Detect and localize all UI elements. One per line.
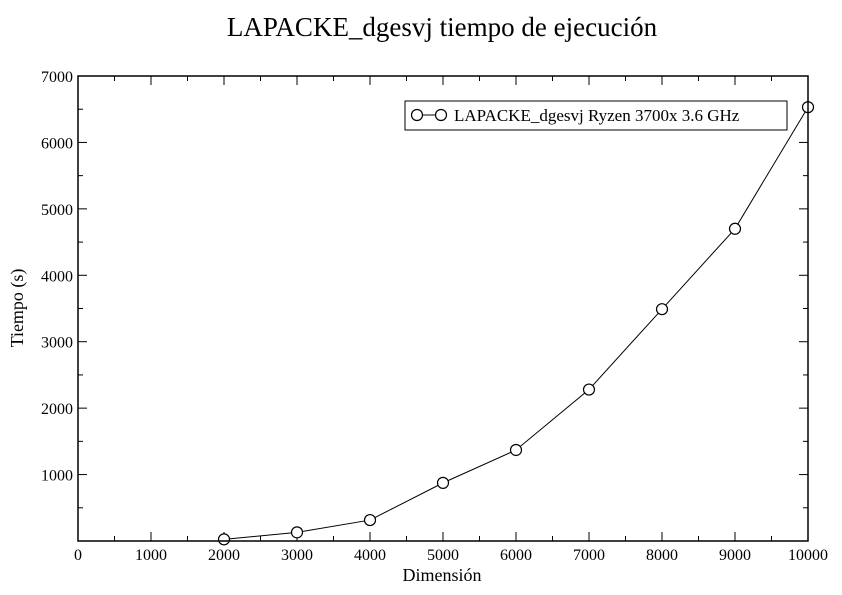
y-tick-label: 6000 bbox=[41, 135, 73, 152]
data-point bbox=[290, 526, 304, 539]
legend: LAPACKE_dgesvj Ryzen 3700x 3.6 GHz bbox=[404, 100, 788, 131]
x-tick-label: 0 bbox=[74, 547, 82, 564]
data-point bbox=[363, 513, 377, 527]
legend-marker-left bbox=[410, 108, 424, 122]
legend-box bbox=[404, 100, 788, 131]
y-tick-label: 1000 bbox=[41, 468, 73, 485]
x-tick-label: 7000 bbox=[573, 547, 605, 564]
y-tick-label: 3000 bbox=[41, 335, 73, 352]
y-tick-label: 7000 bbox=[41, 69, 73, 86]
data-point bbox=[582, 383, 596, 396]
data-point bbox=[217, 533, 231, 546]
x-tick-label: 9000 bbox=[719, 547, 751, 564]
x-tick-label: 2000 bbox=[208, 547, 240, 564]
plot-frame bbox=[77, 75, 809, 542]
y-tick-label: 4000 bbox=[41, 268, 73, 285]
series-group bbox=[217, 101, 815, 546]
x-tick-label: 1000 bbox=[135, 547, 167, 564]
x-axis-label: Dimensión bbox=[403, 565, 482, 585]
series-line bbox=[223, 106, 809, 540]
x-tick-label: 3000 bbox=[281, 547, 313, 564]
data-point bbox=[728, 222, 742, 235]
x-tick-label: 6000 bbox=[500, 547, 532, 564]
legend-marker-right bbox=[434, 108, 448, 122]
data-point bbox=[509, 443, 523, 457]
chart-title: LAPACKE_dgesvj tiempo de ejecución bbox=[227, 12, 658, 42]
y-tick-label: 2000 bbox=[41, 401, 73, 418]
x-tick-label: 5000 bbox=[427, 547, 459, 564]
legend-label: LAPACKE_dgesvj Ryzen 3700x 3.6 GHz bbox=[454, 106, 740, 125]
x-tick-label: 4000 bbox=[354, 547, 386, 564]
x-tick-label: 8000 bbox=[646, 547, 678, 564]
data-point bbox=[655, 303, 669, 316]
y-tick-label: 5000 bbox=[41, 202, 73, 219]
data-point bbox=[436, 476, 450, 489]
y-axis-ticks: 1000 2000 3000 4000 5000 6000 7000 bbox=[41, 69, 808, 509]
x-axis-ticks: 0 1000 2000 3000 4000 5000 6000 7000 8000 9000 100… bbox=[74, 76, 828, 564]
x-tick-label: 10000 bbox=[788, 547, 828, 564]
y-axis-label: Tiempo (s) bbox=[7, 269, 28, 348]
